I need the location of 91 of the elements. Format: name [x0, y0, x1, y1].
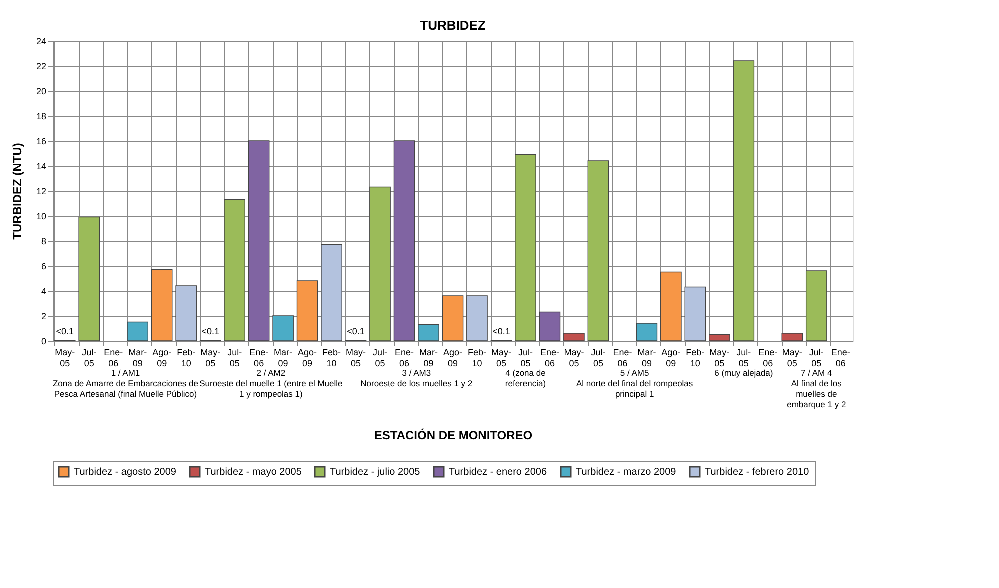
- y-tick-label: 12: [36, 186, 46, 196]
- y-tick-label: 14: [36, 162, 46, 172]
- y-tick-label: 22: [36, 62, 46, 72]
- bar: [564, 333, 585, 342]
- y-tick-label: 4: [41, 286, 46, 296]
- y-tick-label: 18: [36, 112, 46, 122]
- x-tick-label: Ago-09: [443, 348, 463, 368]
- x-tick-label: Ene-06: [104, 348, 124, 368]
- x-tick-label: Ago-09: [662, 348, 681, 368]
- bar: [782, 333, 804, 342]
- x-tick-label: May-05: [564, 348, 584, 368]
- data-label: <0.1: [56, 326, 74, 336]
- x-tick-label: Feb-10: [686, 348, 705, 368]
- x-tick-label: Jul-05: [373, 348, 388, 368]
- x-tick-label: Mar-09: [274, 348, 293, 368]
- x-tick-label: May-05: [782, 348, 802, 368]
- bar: [709, 334, 730, 342]
- text: 1 / AM1 Zona de Amarre de Embarcaciones de Pesca Artesanal (final Muelle Público): [52, 368, 199, 399]
- y-tick-label: 24: [36, 36, 46, 46]
- y-tick-label: 16: [36, 136, 46, 146]
- x-axis-title: ESTACIÓN DE MONITOREO: [374, 428, 533, 442]
- bar: [370, 186, 391, 342]
- x-tick-label: Jul-05: [518, 348, 533, 368]
- bar: [78, 216, 100, 342]
- bar: [806, 270, 828, 342]
- x-tick-label: May-05: [346, 348, 366, 368]
- x-tick-label: Mar-09: [420, 348, 438, 368]
- chart-title: TURBIDEZ: [420, 18, 486, 33]
- bar: [660, 272, 682, 342]
- x-tick-label: Ago-09: [298, 348, 318, 368]
- x-tick-label: Jul-05: [736, 348, 752, 368]
- x-tick-label: May-05: [491, 348, 512, 368]
- x-tick-label: May-05: [55, 348, 76, 368]
- x-tick-label: Jul-05: [82, 348, 97, 368]
- y-tick-label: 6: [41, 262, 46, 272]
- x-tick-label: Ene-06: [250, 348, 269, 368]
- x-tick-label: Ene-06: [540, 348, 560, 368]
- bar: [733, 60, 755, 342]
- y-tick-label: 2: [41, 312, 46, 322]
- x-tick-label: Ene-06: [758, 348, 778, 368]
- x-tick-label: Ene-06: [613, 348, 632, 368]
- x-tick-label: Feb-10: [468, 348, 486, 368]
- legend-label: Turbidez - julio 2005: [330, 467, 421, 478]
- x-tick-label: Ene-06: [831, 348, 850, 368]
- bar: [394, 140, 416, 342]
- x-tick-label: Feb-10: [322, 348, 342, 368]
- bar: [636, 323, 658, 342]
- bar: [539, 312, 561, 342]
- data-label: <0.1: [492, 326, 510, 336]
- legend-label: Turbidez - enero 2006: [449, 467, 548, 478]
- bar: [176, 286, 197, 342]
- bar: [442, 296, 464, 342]
- legend-label: Turbidez - mayo 2005: [205, 467, 302, 478]
- legend-label: Turbidez - agosto 2009: [74, 467, 177, 478]
- legend-label: Turbidez - marzo 2009: [576, 467, 677, 478]
- x-tick-label: Jul-05: [228, 348, 242, 368]
- text: 2 / AM2 Suroeste del muelle 1 (entre el Muelle 1 y rompeolas 1): [200, 368, 344, 399]
- bar: [684, 286, 706, 342]
- bar: [588, 160, 610, 342]
- text: 3 / AM3 Noroeste de los muelles 1 y 2: [360, 368, 473, 388]
- bar: [151, 269, 173, 342]
- x-tick-label: Ene-06: [395, 348, 414, 368]
- x-tick-label: Mar-09: [638, 348, 656, 368]
- x-tick-label: May-05: [710, 348, 730, 368]
- data-label: <0.1: [202, 326, 220, 336]
- x-tick-label: Jul-05: [809, 348, 824, 368]
- bar: [296, 280, 318, 342]
- y-tick-label: 20: [36, 86, 46, 96]
- text: 6 (muy alejada): [714, 368, 774, 378]
- y-tick-label: 10: [36, 212, 46, 222]
- bar: [272, 316, 294, 342]
- bar: [127, 322, 148, 342]
- text: 4 (zona de referencia): [505, 368, 546, 388]
- x-tick-label: Feb-10: [177, 348, 196, 368]
- text: 7 / AM 4 Al final de los muelles de embarque 1 y 2: [787, 368, 846, 410]
- x-tick-label: Jul-05: [591, 348, 606, 368]
- text: 5 / AM5 Al norte del final del rompeolas principal 1: [576, 368, 694, 399]
- y-axis-title: TURBIDEZ (NTU): [10, 143, 24, 240]
- bar: [466, 296, 488, 342]
- bar: [321, 244, 342, 342]
- x-tick-label: Ago-09: [152, 348, 172, 368]
- bar: [248, 140, 270, 342]
- x-tick-label: May-05: [200, 348, 221, 368]
- bar: [224, 199, 246, 342]
- data-label: <0.1: [347, 326, 365, 336]
- bar: [515, 154, 536, 342]
- y-tick-label: 0: [41, 336, 46, 346]
- x-tick-label: Mar-09: [128, 348, 148, 368]
- bar: [418, 324, 440, 342]
- legend-label: Turbidez - febrero 2010: [705, 467, 810, 478]
- y-tick-label: 8: [41, 236, 46, 246]
